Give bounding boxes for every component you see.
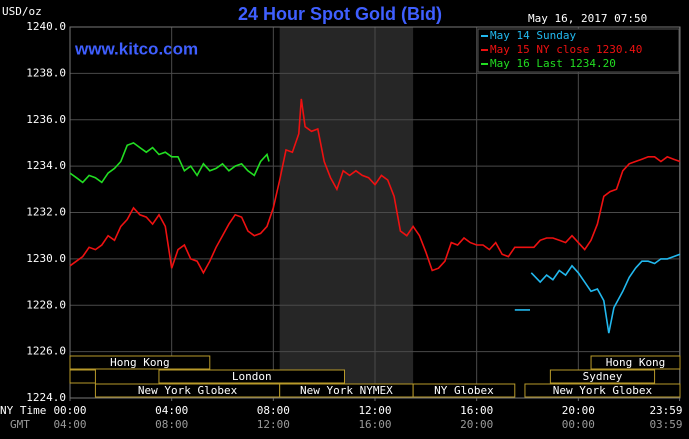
plot-border <box>69 26 681 399</box>
series-line <box>69 141 270 184</box>
x2-tick-label: 16:00 <box>358 418 391 431</box>
legend-label: May 16 Last 1234.20 <box>490 57 616 70</box>
session-label: NY Globex <box>434 384 494 397</box>
series-line <box>514 253 681 334</box>
session-box <box>69 369 96 384</box>
session-label: Hong Kong <box>606 356 666 369</box>
x-axis-label: NY Time <box>0 404 46 417</box>
y-tick-label: 1226.0 <box>26 345 66 358</box>
y-axis-label: USD/oz <box>2 5 42 18</box>
y-tick-label: 1224.0 <box>26 391 66 404</box>
brand: www.kitco.com <box>74 39 198 58</box>
session-box <box>590 355 681 370</box>
session-label: New York Globex <box>553 384 653 397</box>
session-label: New York Globex <box>138 384 238 397</box>
y-tick-label: 1230.0 <box>26 252 66 265</box>
chart-title: 24 Hour Spot Gold (Bid) <box>238 4 442 24</box>
x-tick-label: 12:00 <box>358 404 391 417</box>
x-tick-label: 00:00 <box>53 404 86 417</box>
y-tick-label: 1240.0 <box>26 20 66 33</box>
session-label: New York NYMEX <box>300 384 393 397</box>
x-tick-label: 23:59 <box>649 404 682 417</box>
x2-tick-label: 00:00 <box>562 418 595 431</box>
y-tick-label: 1238.0 <box>26 66 66 79</box>
session-box <box>412 383 516 398</box>
x2-tick-label: 08:00 <box>155 418 188 431</box>
legend-label: May 14 Sunday <box>490 29 576 42</box>
x-tick-label: 16:00 <box>460 404 493 417</box>
y-tick-label: 1236.0 <box>26 113 66 126</box>
timestamp: May 16, 2017 07:50 <box>528 12 647 25</box>
session-label: Hong Kong <box>110 356 170 369</box>
y-tick-label: 1228.0 <box>26 298 66 311</box>
y-tick-label: 1232.0 <box>26 206 66 219</box>
x2-axis-label: GMT <box>10 418 30 431</box>
legend-label: May 15 NY close 1230.40 <box>490 43 642 56</box>
legend-box <box>477 28 680 73</box>
session-box <box>158 369 345 384</box>
x-tick-label: 20:00 <box>562 404 595 417</box>
session-label: Sydney <box>583 370 623 383</box>
session-label: London <box>232 370 272 383</box>
x2-tick-label: 04:00 <box>53 418 86 431</box>
x2-tick-label: 03:59 <box>649 418 682 431</box>
session-box <box>524 383 681 398</box>
x2-tick-label: 20:00 <box>460 418 493 431</box>
series-line <box>69 98 681 275</box>
x-tick-label: 04:00 <box>155 404 188 417</box>
y-tick-label: 1234.0 <box>26 159 66 172</box>
session-box <box>549 369 656 384</box>
session-box <box>69 355 211 370</box>
x-tick-label: 08:00 <box>257 404 290 417</box>
x2-tick-label: 12:00 <box>257 418 290 431</box>
